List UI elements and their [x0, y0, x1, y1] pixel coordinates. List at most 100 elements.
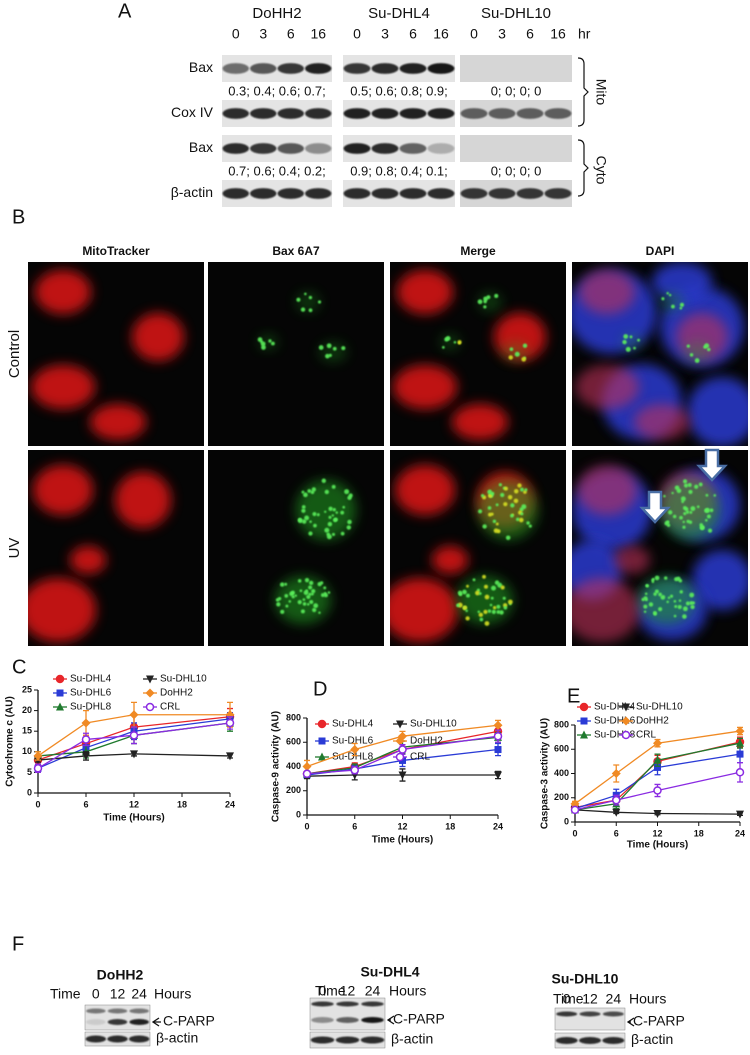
- micrograph-content: [393, 270, 546, 440]
- y-tick-label: 10: [22, 746, 32, 756]
- lane-label: 16: [433, 26, 449, 42]
- lane-label: 0: [353, 26, 361, 42]
- speckle: [332, 507, 336, 512]
- speckle: [495, 522, 499, 526]
- blot-band: [250, 63, 277, 74]
- legend-marker: [622, 703, 630, 712]
- series-line: [37, 753, 231, 761]
- speckle: [324, 527, 330, 533]
- speckle: [320, 593, 325, 598]
- speckle: [658, 607, 663, 612]
- speckle: [654, 575, 660, 581]
- speckle: [323, 593, 328, 598]
- blot-band: [371, 63, 399, 74]
- speckle: [678, 578, 683, 583]
- speckle: [653, 592, 657, 596]
- legend-label: Su-DHL8: [70, 702, 112, 713]
- arrow: [639, 490, 671, 524]
- blot-band: [427, 188, 455, 199]
- speckle: [331, 514, 335, 517]
- speckle: [492, 519, 497, 524]
- marker: [398, 771, 407, 780]
- speckle: [305, 589, 309, 592]
- speckle: [510, 503, 515, 508]
- speckle: [682, 525, 686, 529]
- speckle: [309, 520, 312, 523]
- speckle: [325, 353, 330, 359]
- blot-band: [602, 1037, 625, 1044]
- speckle: [678, 599, 682, 602]
- blot-band: [310, 1036, 335, 1044]
- speckle: [483, 305, 487, 309]
- blot-band: [516, 188, 544, 199]
- marker: [129, 710, 139, 720]
- x-tick-label: 6: [83, 799, 88, 809]
- speckle: [680, 496, 686, 502]
- x-tick-label: 18: [694, 828, 704, 838]
- speckle: [682, 606, 688, 612]
- y-tick-label: 0: [27, 787, 32, 797]
- legend-marker: [579, 702, 589, 712]
- signal: [35, 270, 91, 314]
- speckle: [496, 604, 501, 609]
- speckle: [347, 519, 352, 525]
- speckle: [311, 589, 316, 594]
- time-point: 12: [110, 986, 126, 1002]
- speckle: [691, 601, 695, 605]
- speckle: [297, 579, 302, 583]
- signal: [319, 342, 347, 362]
- speckle: [713, 494, 717, 497]
- time-point: 24: [365, 983, 381, 999]
- blot-background: [554, 1007, 626, 1031]
- quantification: 0; 0; 0; 0: [491, 83, 542, 98]
- blot-band: [427, 143, 455, 154]
- marker: [130, 750, 138, 759]
- signal: [31, 365, 95, 409]
- x-tick-label: 24: [493, 821, 503, 831]
- speckle: [486, 295, 491, 300]
- speckle: [684, 507, 689, 512]
- speckle: [477, 610, 481, 614]
- blot-band: [305, 188, 332, 199]
- blot-band: [579, 1011, 601, 1017]
- speckle: [478, 612, 484, 618]
- marker: [399, 756, 406, 764]
- speckle: [520, 512, 524, 516]
- speckle: [668, 510, 673, 515]
- speckle: [674, 485, 680, 491]
- speckle: [308, 580, 314, 586]
- speckle: [498, 483, 502, 487]
- speckle: [341, 346, 346, 351]
- speckle: [673, 614, 677, 618]
- blot-band: [305, 143, 332, 154]
- marker: [653, 738, 662, 748]
- speckle: [346, 525, 352, 530]
- lane-unit: hr: [578, 26, 591, 42]
- panel-label: E: [567, 685, 580, 707]
- speckle: [667, 596, 671, 599]
- blot-band: [86, 1008, 106, 1014]
- marker: [81, 735, 91, 744]
- speckle: [689, 510, 693, 514]
- speckle: [637, 338, 640, 342]
- speckle: [303, 492, 308, 498]
- marker: [735, 726, 745, 736]
- blot-band: [222, 188, 249, 199]
- signal: [639, 576, 695, 624]
- blot-band: [336, 1001, 359, 1007]
- blot-band: [305, 63, 332, 74]
- speckle: [528, 524, 532, 528]
- speckle: [643, 604, 648, 609]
- y-tick-label: 15: [22, 726, 32, 736]
- y-tick-label: 800: [554, 719, 569, 729]
- speckle: [666, 520, 670, 524]
- blot-title: Su-DHL4: [360, 964, 419, 980]
- speckle: [690, 604, 695, 610]
- marker: [570, 799, 580, 809]
- speckle: [685, 601, 690, 606]
- legend-marker: [396, 720, 404, 729]
- marker: [735, 768, 745, 777]
- speckle: [671, 491, 674, 495]
- speckle: [318, 345, 324, 350]
